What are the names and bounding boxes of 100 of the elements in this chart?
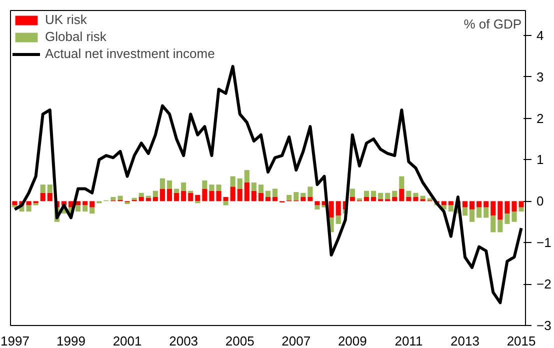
- bar: [152, 197, 158, 202]
- bar: [202, 180, 208, 189]
- bar: [490, 216, 496, 232]
- bar: [230, 176, 236, 187]
- bar: [124, 202, 130, 204]
- bar: [76, 205, 81, 212]
- bar: [385, 192, 390, 200]
- bar: [399, 188, 404, 202]
- bar: [244, 170, 250, 183]
- bar: [441, 201, 446, 206]
- bar: [328, 201, 334, 218]
- bar: [138, 197, 144, 202]
- bar: [146, 198, 151, 202]
- bar: [462, 207, 468, 216]
- bar: [26, 205, 32, 212]
- x-tick-label: 2003: [169, 334, 198, 348]
- bar: [469, 201, 475, 210]
- x-tick-label: 2009: [338, 334, 367, 348]
- legend-label: Global risk: [45, 29, 106, 44]
- bar: [364, 197, 370, 202]
- y-tick-label: −2: [536, 276, 552, 292]
- bar: [188, 192, 194, 202]
- bar: [258, 184, 264, 193]
- bar: [216, 190, 222, 202]
- x-tick-label: 1999: [56, 334, 86, 348]
- y-tick-label: 4: [536, 28, 544, 43]
- bar: [181, 190, 186, 202]
- bar: [286, 194, 292, 200]
- bar: [336, 201, 341, 216]
- bar: [272, 197, 278, 202]
- bar: [47, 192, 52, 202]
- bar: [90, 201, 95, 208]
- bar: [406, 197, 412, 202]
- bar: [476, 207, 482, 218]
- bar: [469, 209, 475, 222]
- bar: [265, 190, 271, 198]
- bar: [160, 178, 165, 189]
- bar: [195, 194, 200, 202]
- bar: [364, 190, 370, 198]
- bar: [244, 182, 250, 202]
- bar: [251, 190, 256, 202]
- bar: [512, 212, 517, 222]
- legend-label: Actual net investment income: [45, 46, 215, 61]
- bar: [223, 197, 228, 202]
- bar: [314, 205, 320, 210]
- bar: [308, 197, 313, 202]
- bar: [237, 188, 242, 202]
- bar: [392, 190, 398, 198]
- bar: [406, 190, 412, 198]
- bar: [336, 216, 341, 224]
- x-tick-label: 2001: [112, 334, 142, 348]
- bar: [448, 205, 454, 212]
- bar: [209, 190, 214, 202]
- bar: [82, 205, 88, 212]
- bar: [26, 201, 32, 206]
- bar: [504, 214, 510, 224]
- bar: [448, 201, 454, 206]
- x-tick-label: 2005: [225, 334, 254, 348]
- bar: [230, 186, 236, 202]
- y-tick-label: −1: [536, 235, 552, 250]
- bar: [484, 201, 489, 208]
- y-tick-label: 1: [536, 152, 544, 168]
- bar: [265, 197, 271, 202]
- y-tick-label: 3: [536, 69, 544, 84]
- bar: [462, 201, 468, 208]
- bar: [272, 188, 278, 198]
- bar: [504, 201, 510, 214]
- bar: [160, 188, 165, 202]
- bar: [392, 197, 398, 202]
- bar: [300, 197, 306, 202]
- bar: [378, 192, 384, 200]
- y-tick-label: −3: [536, 318, 552, 333]
- bar: [152, 190, 158, 198]
- bar: [202, 188, 208, 202]
- bar: [40, 192, 46, 202]
- bar: [166, 180, 172, 189]
- bar: [174, 192, 180, 202]
- bar: [237, 178, 242, 189]
- line-series: [13, 64, 523, 304]
- y-tick-label: 2: [536, 110, 544, 126]
- bar: [294, 192, 299, 200]
- bar: [350, 197, 355, 202]
- bar: [90, 207, 95, 214]
- bar: [47, 184, 52, 193]
- bar: [209, 184, 214, 191]
- bar: [371, 197, 376, 202]
- bar: [166, 188, 172, 202]
- x-tick-label: 1997: [0, 334, 30, 348]
- x-tick-label: 2015: [506, 334, 536, 348]
- bar: [490, 201, 496, 216]
- bar: [258, 192, 264, 202]
- legend-label: UK risk: [45, 12, 87, 27]
- y-axis-title: % of GDP: [464, 16, 522, 32]
- bar: [308, 186, 313, 198]
- bar: [181, 182, 186, 191]
- bar: [138, 192, 144, 198]
- bar: [314, 201, 320, 206]
- bar: [40, 184, 46, 193]
- bar: [399, 176, 404, 189]
- bar: [498, 220, 503, 232]
